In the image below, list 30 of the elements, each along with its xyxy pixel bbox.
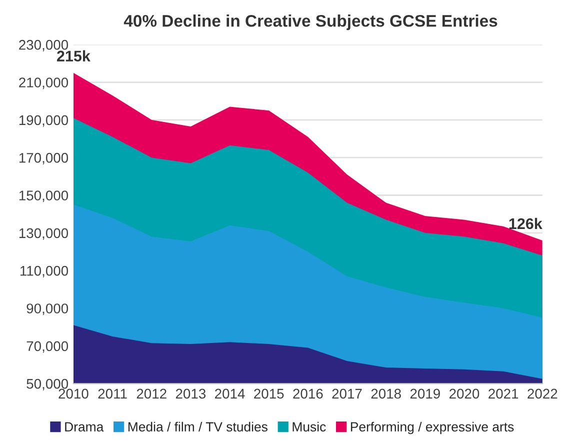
legend-label: Performing / expressive arts — [350, 422, 514, 434]
x-tick-label: 2011 — [98, 388, 127, 399]
annotation: 215k — [56, 50, 90, 62]
x-tick-label: 2015 — [254, 388, 284, 399]
y-tick-label: 90,000 — [26, 304, 68, 316]
legend-label: Media / film / TV studies — [128, 422, 268, 432]
legend-label: Drama — [65, 422, 104, 432]
x-tick-label: 2013 — [176, 388, 206, 399]
x-tick-label: 2014 — [215, 388, 245, 399]
x-tick-label: 2018 — [371, 388, 401, 399]
y-tick-label: 190,000 — [19, 115, 68, 127]
x-tick-label: 2022 — [528, 388, 558, 399]
y-tick-label: 130,000 — [19, 228, 68, 240]
y-tick-label: 50,000 — [26, 378, 68, 390]
y-tick-label: 210,000 — [19, 78, 68, 90]
y-tick-label: 150,000 — [19, 190, 68, 202]
x-tick-label: 2019 — [410, 388, 440, 399]
x-tick-label: 2016 — [293, 388, 323, 399]
chart-title: 40% Decline in Creative Subjects GCSE Entries — [124, 14, 498, 30]
legend-label: Music — [292, 422, 326, 432]
annotation: 126k — [509, 218, 542, 230]
x-tick-label: 2021 — [488, 388, 518, 399]
x-tick-label: 2017 — [332, 388, 362, 399]
y-tick-label: 230,000 — [19, 40, 68, 52]
x-tick-label: 2020 — [449, 388, 480, 399]
y-tick-label: 110,000 — [20, 266, 68, 278]
y-tick-label: 170,000 — [19, 152, 68, 164]
y-tick-label: 70,000 — [26, 341, 68, 353]
x-tick-label: 2012 — [136, 388, 166, 399]
x-tick-label: 2010 — [58, 388, 88, 399]
